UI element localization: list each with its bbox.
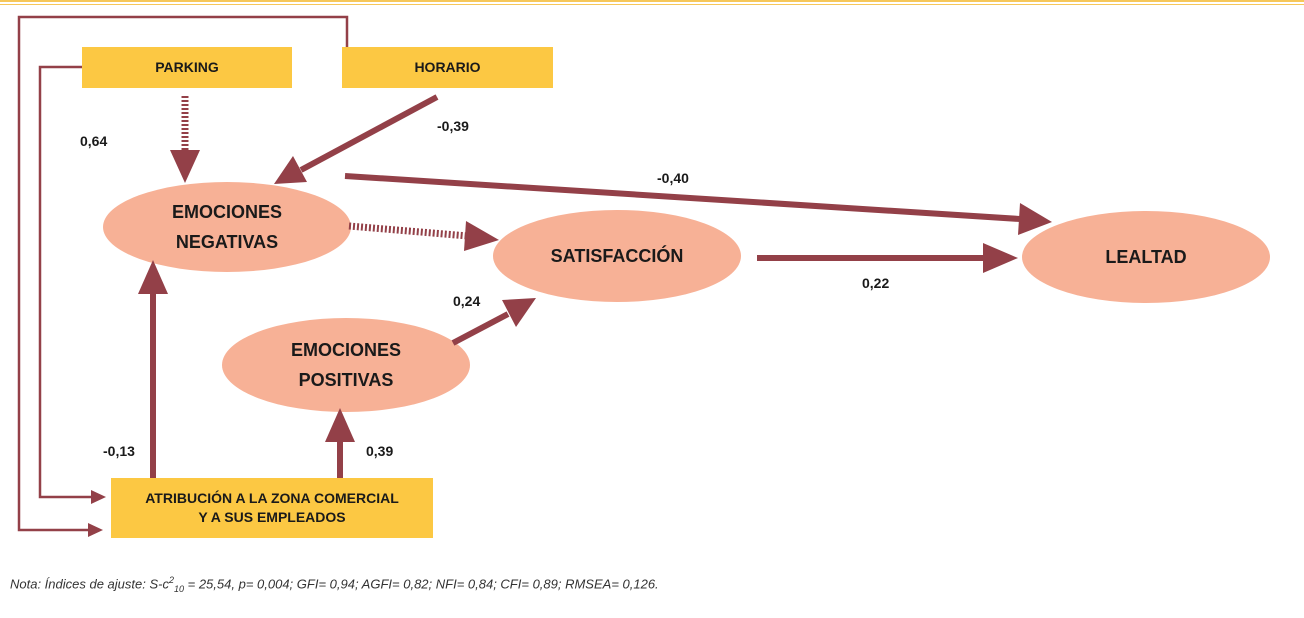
lealtad-ellipse bbox=[1022, 211, 1270, 303]
note-prefix: Nota: Índices de ajuste: S-c bbox=[10, 576, 169, 592]
note-subscript: 10 bbox=[174, 583, 185, 594]
note-superscript: 2 bbox=[168, 575, 174, 585]
connector-parking-to-zona bbox=[38, 65, 100, 499]
arrow-positivas-satisfaccion bbox=[451, 311, 510, 346]
connector-horario-to-zona bbox=[17, 15, 349, 532]
arrow-parking-negativas-head bbox=[170, 150, 200, 183]
fit-indices-note: Nota: Índices de ajuste: S-c210 = 25,54,… bbox=[10, 575, 659, 594]
top-rule-thin bbox=[0, 4, 1304, 5]
note-suffix: = 25,54, p= 0,004; GFI= 0,94; AGFI= 0,82… bbox=[184, 576, 659, 592]
connector-horario-to-zona-head bbox=[88, 523, 103, 537]
satisfaccion-ellipse bbox=[493, 210, 741, 302]
emociones-negativas-ellipse bbox=[103, 182, 351, 272]
coef-positivas-satisfaccion: 0,24 bbox=[453, 293, 481, 309]
coef-zona-positivas: 0,39 bbox=[366, 443, 394, 459]
atribucion-box bbox=[111, 478, 433, 538]
arrow-negativas-satisfaccion bbox=[348, 222, 469, 240]
horario-box bbox=[342, 47, 553, 88]
parking-box bbox=[82, 47, 292, 88]
coef-satisfaccion-lealtad: 0,22 bbox=[862, 275, 890, 291]
arrow-negativas-satisfaccion-head bbox=[464, 221, 499, 251]
top-rule bbox=[0, 0, 1304, 2]
coef-zona-negativas: -0,13 bbox=[103, 443, 135, 459]
coef-parking-zona: 0,64 bbox=[80, 133, 108, 149]
arrow-negativas-lealtad bbox=[344, 173, 1021, 222]
arrow-negativas-lealtad-head bbox=[1018, 203, 1052, 235]
arrow-zona-negativas-head bbox=[138, 260, 168, 294]
arrow-horario-negativas-head bbox=[274, 156, 307, 184]
connector-parking-to-zona-head bbox=[91, 490, 106, 504]
coef-negativas-lealtad: -0,40 bbox=[657, 170, 689, 186]
coef-horario-negativas: -0,39 bbox=[437, 118, 469, 134]
arrow-zona-positivas-head bbox=[325, 408, 355, 442]
emociones-positivas-ellipse bbox=[222, 318, 470, 412]
arrow-positivas-satisfaccion-head bbox=[502, 298, 536, 327]
arrow-satisfaccion-lealtad-head bbox=[983, 243, 1018, 273]
arrow-horario-negativas bbox=[299, 94, 439, 173]
